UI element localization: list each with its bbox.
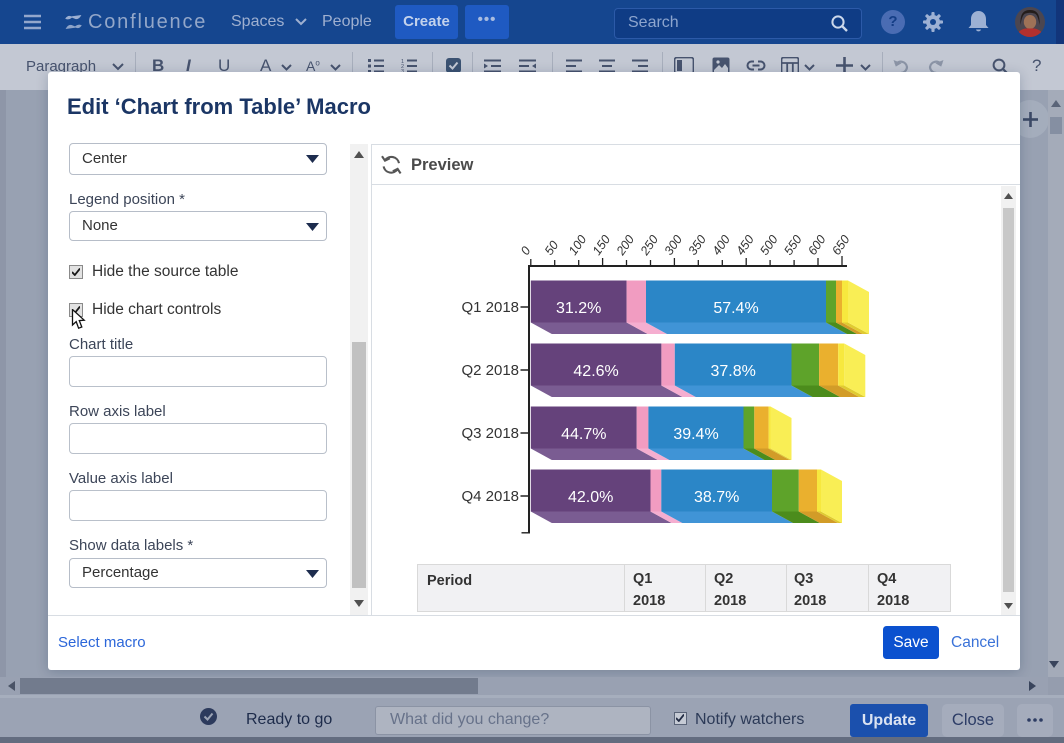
svg-text:38.7%: 38.7%	[694, 489, 739, 506]
svg-text:450: 450	[733, 233, 756, 258]
svg-text:Q4 2018: Q4 2018	[461, 488, 519, 505]
svg-text:100: 100	[566, 233, 589, 258]
svg-text:0: 0	[518, 244, 533, 258]
svg-text:31.2%: 31.2%	[556, 300, 601, 317]
svg-text:42.6%: 42.6%	[573, 363, 618, 380]
svg-text:Q2 2018: Q2 2018	[461, 362, 519, 379]
svg-text:44.7%: 44.7%	[561, 426, 606, 443]
svg-text:500: 500	[757, 233, 780, 258]
svg-text:1: 1	[401, 59, 404, 65]
svg-text:550: 550	[781, 233, 804, 258]
svg-text:200: 200	[613, 233, 637, 259]
svg-text:300: 300	[662, 233, 685, 258]
svg-text:Q1 2018: Q1 2018	[461, 299, 519, 316]
svg-text:600: 600	[805, 233, 828, 258]
svg-text:2: 2	[401, 64, 404, 70]
svg-text:Q3 2018: Q3 2018	[461, 425, 519, 442]
svg-text:50: 50	[542, 238, 561, 257]
svg-text:3: 3	[401, 69, 404, 73]
svg-text:39.4%: 39.4%	[673, 426, 718, 443]
svg-text:150: 150	[590, 233, 613, 258]
svg-text:400: 400	[709, 233, 732, 258]
svg-text:37.8%: 37.8%	[711, 363, 756, 380]
svg-text:650: 650	[829, 233, 852, 258]
svg-text:250: 250	[637, 233, 661, 259]
svg-text:350: 350	[685, 233, 708, 258]
svg-text:57.4%: 57.4%	[713, 300, 758, 317]
svg-text:42.0%: 42.0%	[568, 489, 613, 506]
